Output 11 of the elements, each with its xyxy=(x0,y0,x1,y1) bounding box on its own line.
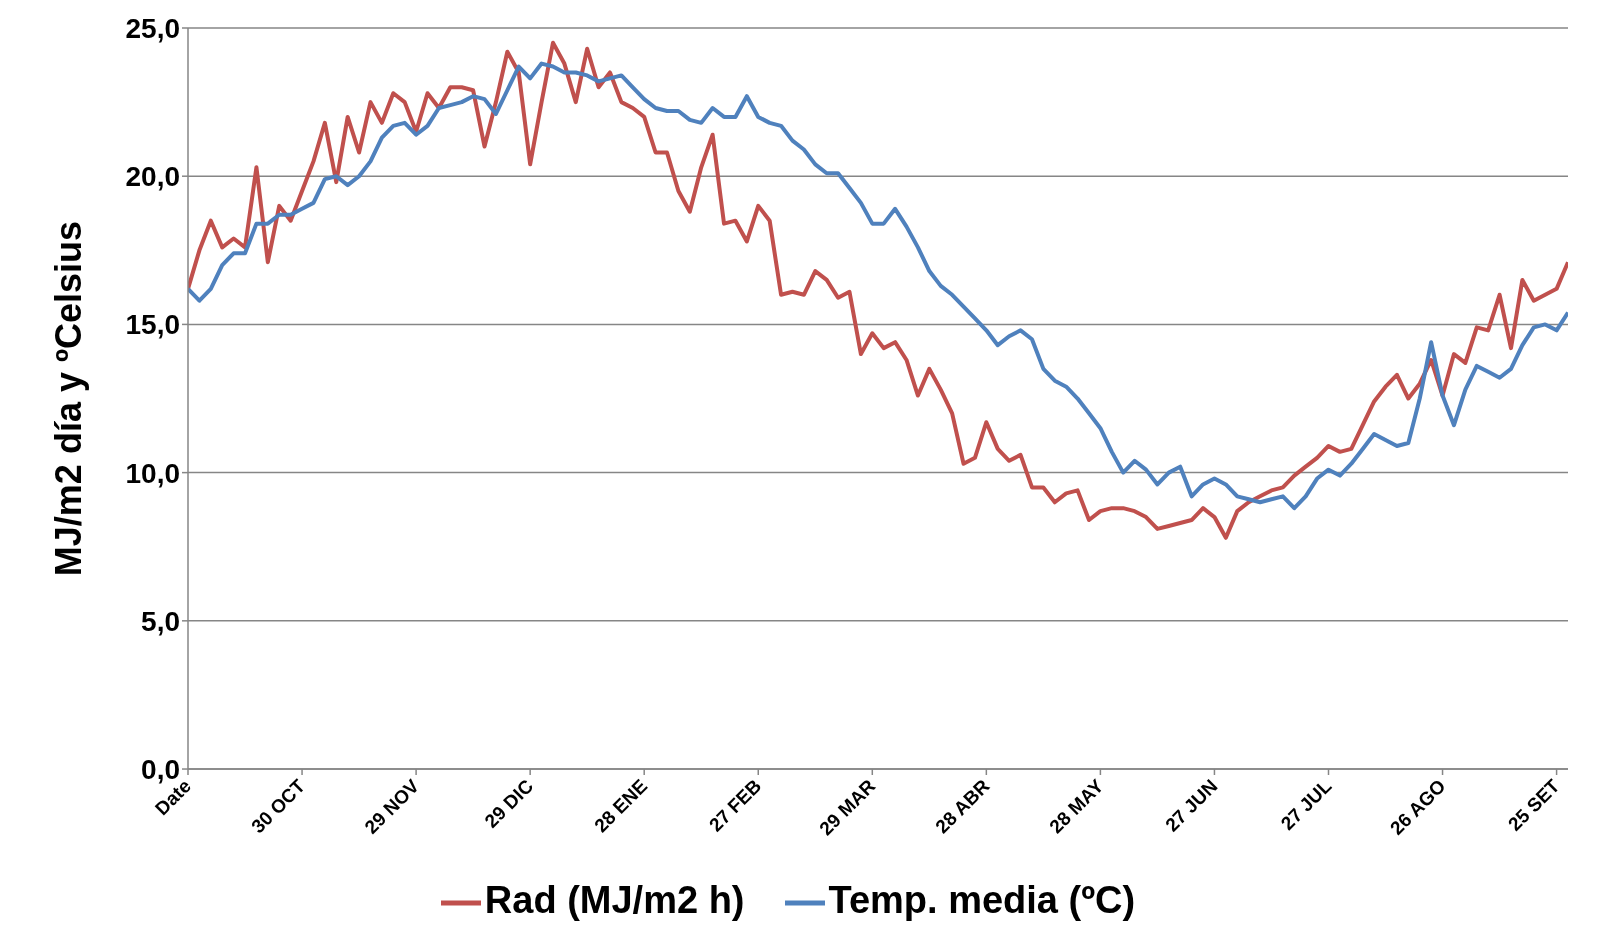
x-tick-label: 29 DIC xyxy=(480,775,538,832)
y-tick-label: 15,0 xyxy=(125,309,180,341)
legend-label: Rad (MJ/m2 h) xyxy=(484,879,745,922)
y-tick-label: 25,0 xyxy=(125,12,180,44)
y-tick-label: 5,0 xyxy=(141,605,180,637)
legend-label: Temp. media (ºC) xyxy=(828,879,1136,922)
y-tick-label: 20,0 xyxy=(125,161,180,193)
y-tick-label: 10,0 xyxy=(125,457,180,489)
y-axis-title: MJ/m2 día y ºCelsius xyxy=(47,220,89,577)
x-tick-label: 27 JUL xyxy=(1276,774,1336,835)
y-tick-label: 0,0 xyxy=(141,753,180,785)
